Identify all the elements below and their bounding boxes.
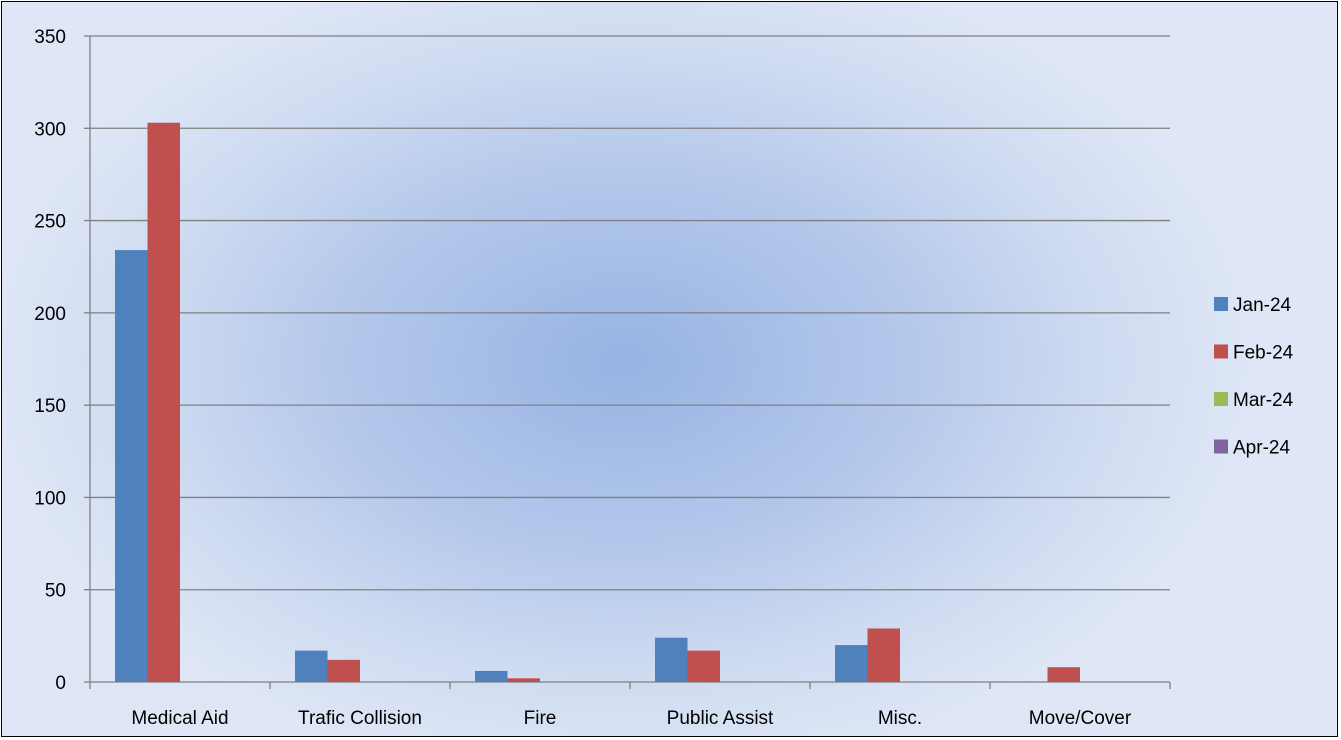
- legend-label: Apr-24: [1233, 438, 1290, 459]
- bar-feb-24-medical-aid: [147, 122, 180, 682]
- bar-jan-24-fire: [475, 670, 508, 682]
- bars: [115, 122, 1080, 683]
- bar-feb-24-misc-: [867, 628, 900, 682]
- y-tick-label: 200: [34, 304, 66, 325]
- axes: [84, 35, 1171, 689]
- y-tick-label: 300: [34, 119, 66, 140]
- x-tick-label: Public Assist: [667, 708, 774, 729]
- legend-label: Jan-24: [1233, 295, 1292, 316]
- y-tick-label: 150: [34, 396, 66, 417]
- legend-label: Mar-24: [1233, 390, 1294, 411]
- y-tick-label: 100: [34, 488, 66, 509]
- bar-jan-24-public-assist: [655, 637, 688, 682]
- y-tick-label: 0: [55, 673, 66, 694]
- legend-swatch: [1214, 344, 1228, 359]
- legend-swatch: [1214, 297, 1228, 311]
- legend-swatch: [1214, 439, 1228, 454]
- bar-jan-24-misc-: [835, 645, 868, 682]
- x-tick-label: Trafic Collision: [298, 708, 422, 729]
- gridlines: [90, 35, 1170, 591]
- x-tick-label: Move/Cover: [1029, 708, 1132, 729]
- bar-feb-24-public-assist: [687, 650, 720, 682]
- bar-feb-24-trafic-collision: [327, 659, 360, 682]
- bar-jan-24-trafic-collision: [295, 650, 328, 682]
- legend-swatch: [1214, 392, 1228, 406]
- axis-labels: 0 50 100 150 200 250 300 350 Medical Aid Trafic C…: [34, 27, 1132, 729]
- y-tick-label: 250: [34, 212, 66, 233]
- bar-jan-24-medical-aid: [115, 250, 148, 683]
- legend: Jan-24 Feb-24 Mar-24 Apr-24: [1214, 295, 1294, 459]
- legend-label: Feb-24: [1233, 343, 1294, 364]
- x-tick-label: Misc.: [878, 708, 922, 729]
- y-tick-label: 350: [34, 27, 66, 48]
- x-tick-label: Medical Aid: [131, 708, 228, 729]
- y-tick-label: 50: [45, 581, 66, 602]
- x-tick-label: Fire: [524, 708, 557, 729]
- bar-feb-24-move-cover: [1047, 667, 1080, 682]
- bar-feb-24-fire: [507, 678, 540, 682]
